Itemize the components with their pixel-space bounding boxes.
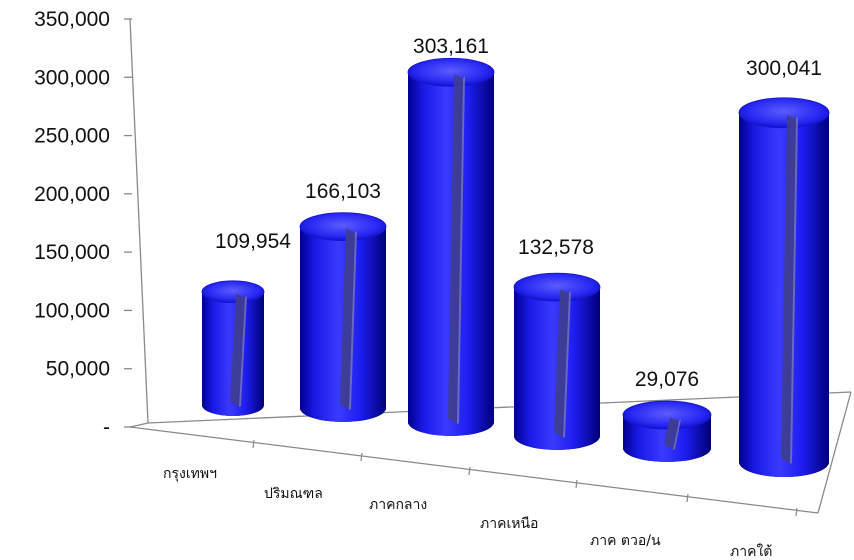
data-label: 300,041 <box>746 57 822 80</box>
floor-left-edge <box>129 422 149 428</box>
bar-inner-edge <box>349 230 357 410</box>
bar-series <box>201 57 830 477</box>
bar-2 <box>407 57 495 436</box>
bar-inner-highlight <box>340 228 355 410</box>
data-label: 109,954 <box>215 230 291 253</box>
x-tick-label: ปริมณฑล <box>264 486 323 502</box>
y-tick-label: 200,000 <box>34 183 110 206</box>
data-labels: 109,954 166,103 303,161 132,578 29,076 300,04… <box>215 35 822 391</box>
y-tick-label: 50,000 <box>46 358 110 381</box>
floor-right-edge <box>817 391 852 514</box>
y-tick-label: - <box>103 416 110 439</box>
bar-top <box>622 400 712 430</box>
bar-top <box>513 272 601 302</box>
data-label: 166,103 <box>305 180 381 203</box>
bar-inner-highlight <box>664 417 679 450</box>
x-tick-mark <box>575 479 578 489</box>
bar-top <box>738 97 830 129</box>
x-tick-label: ภาคกลาง <box>369 497 427 513</box>
bar-inner-edge <box>673 419 681 450</box>
data-label: 132,578 <box>518 236 594 259</box>
bar-4 <box>622 400 712 462</box>
floor-back-edge <box>147 391 852 424</box>
x-tick-mark <box>468 466 471 476</box>
bar-inner-highlight <box>448 74 463 424</box>
bar-inner-edge <box>457 76 465 424</box>
x-tick-mark <box>360 452 363 462</box>
y-tick-label: 350,000 <box>34 8 110 31</box>
bar-top <box>299 212 387 242</box>
bar-top <box>201 280 265 304</box>
bar-inner-edge <box>239 295 247 407</box>
y-tick-label: 100,000 <box>34 299 110 322</box>
y-axis-line <box>129 18 149 424</box>
bar-1 <box>299 212 387 422</box>
bar-inner-highlight <box>230 293 245 407</box>
x-tick-label: กรุงเทพฯ <box>163 466 217 482</box>
bar-inner-edge <box>563 291 571 438</box>
data-label: 29,076 <box>635 368 699 391</box>
x-axis-line <box>129 426 819 514</box>
bar-3 <box>513 272 601 450</box>
bar-inner-edge <box>790 116 798 464</box>
bar-0 <box>201 280 265 416</box>
bar-inner-highlight <box>781 114 796 464</box>
bar-inner-highlight <box>554 289 569 438</box>
x-tick-mark <box>252 439 255 449</box>
y-axis-ticks: - 50,000 100,000 150,000 200,000 250,000 300,0… <box>34 8 132 439</box>
bar-top <box>407 57 495 87</box>
x-tick-mark <box>795 507 798 517</box>
y-tick-label: 300,000 <box>34 66 110 89</box>
x-tick-label: ภาคเหนือ <box>480 516 538 532</box>
y-tick-label: 150,000 <box>34 241 110 264</box>
x-tick-label: ภาค ตวอ/น <box>590 533 661 549</box>
bar-5 <box>738 97 830 477</box>
x-tick-mark <box>686 493 689 503</box>
chart-axes <box>129 18 852 514</box>
x-tick-label: ภาคใต้ <box>730 543 772 560</box>
data-label: 303,161 <box>413 35 489 58</box>
y-tick-label: 250,000 <box>34 125 110 148</box>
